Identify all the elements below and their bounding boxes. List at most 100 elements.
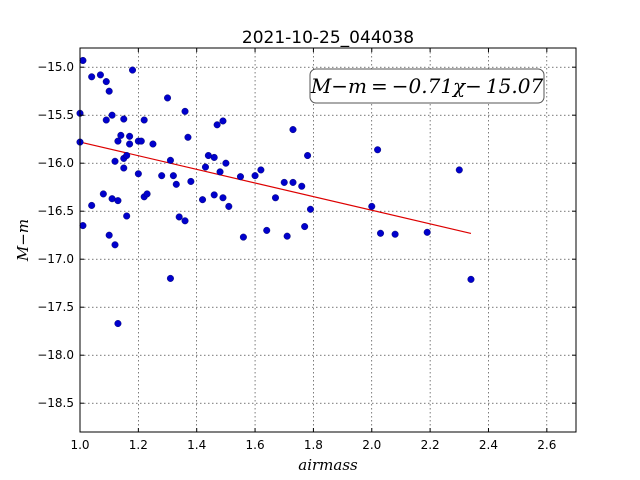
data-point xyxy=(137,137,145,145)
fit-line-layer xyxy=(79,141,472,234)
data-point xyxy=(239,233,247,241)
y-tick-label: −16.0 xyxy=(37,156,74,170)
data-point xyxy=(467,275,475,283)
data-point xyxy=(105,87,113,95)
x-tick-label: 2.2 xyxy=(421,438,440,452)
equation-annotation: M−m = −0.71χ− 15.07 xyxy=(309,68,545,104)
data-point xyxy=(199,196,207,204)
y-axis-label: M−m xyxy=(14,219,32,262)
data-point xyxy=(225,202,233,210)
data-point xyxy=(79,222,87,230)
data-point xyxy=(219,117,227,125)
data-point xyxy=(289,178,297,186)
data-point xyxy=(368,202,376,210)
data-point xyxy=(181,107,189,115)
data-point xyxy=(96,71,104,79)
data-point xyxy=(88,73,96,81)
y-tick-label: −18.0 xyxy=(37,348,74,362)
data-point xyxy=(114,137,122,145)
y-tick-label: −15.0 xyxy=(37,60,74,74)
data-point xyxy=(129,66,137,74)
data-point xyxy=(219,194,227,202)
data-point xyxy=(164,94,172,102)
data-point xyxy=(105,231,113,239)
data-point xyxy=(166,274,174,282)
data-point xyxy=(111,157,119,165)
plot-area-frame xyxy=(79,47,577,433)
data-point xyxy=(108,111,116,119)
x-tick-label: 2.6 xyxy=(537,438,556,452)
data-point xyxy=(114,197,122,205)
data-point xyxy=(181,217,189,225)
equation-annotation-box xyxy=(309,68,545,104)
data-point xyxy=(102,116,110,124)
data-point xyxy=(374,146,382,154)
data-point xyxy=(172,180,180,188)
x-tick-label: 1.8 xyxy=(304,438,323,452)
data-point xyxy=(280,178,288,186)
data-point xyxy=(140,116,148,124)
data-point xyxy=(126,140,134,148)
data-point xyxy=(455,166,463,174)
data-point xyxy=(204,152,212,160)
data-point xyxy=(271,194,279,202)
data-point xyxy=(175,213,183,221)
data-point xyxy=(99,190,107,198)
y-tick-label: −16.5 xyxy=(37,204,74,218)
data-point xyxy=(149,140,157,148)
data-point xyxy=(134,170,142,178)
data-point xyxy=(301,223,309,231)
y-tick-label: −17.5 xyxy=(37,300,74,314)
axis-ticks: 1.0 1.2 1.4 1.6 1.8 2.0 2.2 2.4 2.6 −15.0 −15.5 −16… xyxy=(37,48,576,452)
data-point xyxy=(306,205,314,213)
data-point xyxy=(213,121,221,129)
data-point xyxy=(120,115,128,123)
y-tick-label: −18.5 xyxy=(37,396,74,410)
data-point xyxy=(143,190,151,198)
data-point xyxy=(289,126,297,134)
data-point xyxy=(126,132,134,140)
data-point xyxy=(391,230,399,238)
data-point xyxy=(117,131,125,139)
data-point xyxy=(251,172,259,180)
y-tick-label: −17.0 xyxy=(37,252,74,266)
grid xyxy=(79,48,576,432)
chart-title: 2021-10-25_044038 xyxy=(242,28,414,48)
data-point xyxy=(102,78,110,86)
data-point xyxy=(298,182,306,190)
data-point xyxy=(111,241,119,249)
data-point xyxy=(187,177,195,185)
data-point xyxy=(257,166,265,174)
data-point xyxy=(222,159,230,167)
data-point xyxy=(184,133,192,141)
equation-annotation-text: M−m = −0.71χ− 15.07 xyxy=(310,74,544,98)
data-point xyxy=(120,164,128,172)
data-point xyxy=(114,320,122,328)
x-tick-label: 1.6 xyxy=(246,438,265,452)
data-point xyxy=(236,173,244,181)
data-point xyxy=(210,191,218,199)
data-point xyxy=(263,226,271,234)
x-tick-label: 1.0 xyxy=(70,438,89,452)
data-point xyxy=(169,172,177,180)
x-tick-label: 1.2 xyxy=(129,438,148,452)
x-tick-label: 2.4 xyxy=(479,438,498,452)
data-point xyxy=(201,163,209,171)
data-point xyxy=(216,168,224,176)
x-axis-label: airmass xyxy=(298,456,358,474)
data-point xyxy=(108,195,116,203)
data-point xyxy=(377,229,385,237)
data-point xyxy=(123,152,131,160)
data-point xyxy=(166,156,174,164)
fit-line xyxy=(79,141,472,234)
data-point xyxy=(123,212,131,220)
x-tick-label: 1.4 xyxy=(187,438,206,452)
data-point xyxy=(88,201,96,209)
data-point xyxy=(210,153,218,161)
data-point xyxy=(283,232,291,240)
data-point xyxy=(158,172,166,180)
data-points xyxy=(76,56,475,328)
y-tick-label: −15.5 xyxy=(37,108,74,122)
data-point xyxy=(79,56,87,64)
